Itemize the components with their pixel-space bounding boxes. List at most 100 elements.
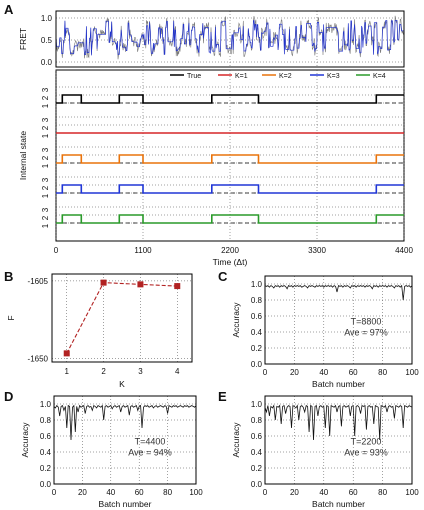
x-tick-label: 0 <box>263 488 268 497</box>
axes-frame <box>55 10 405 68</box>
y-tick-label: 0.4 <box>251 328 263 337</box>
x-tick-label: 20 <box>290 368 299 377</box>
annotation-temperature: T=4400 <box>135 436 166 446</box>
y-tick-label: 1.0 <box>251 400 263 409</box>
b-x-tick-label: 3 <box>138 367 143 376</box>
state-path-0 <box>56 94 404 104</box>
x-tick-label: 80 <box>378 368 387 377</box>
fret-y-axis-label: FRET <box>18 28 28 50</box>
x-tick-label: 60 <box>349 488 358 497</box>
chart-panel-a: 0.0 0.5 1.0 FRET True K=1 K=2 K=3 K=4 1 2 3 1 2 3 1 2 3 1 2… <box>18 10 413 267</box>
y-tick-label: 1.0 <box>251 280 263 289</box>
y-tick-label: 0.0 <box>251 480 263 489</box>
a-x-tick-label: 2200 <box>221 246 239 255</box>
a-x-tick-label: 4400 <box>395 246 413 255</box>
legend-entry: K=2 <box>279 73 292 80</box>
state-tick-label: 2 <box>41 95 50 100</box>
legend-entry: K=3 <box>327 73 340 80</box>
b-data-point <box>100 279 107 286</box>
x-axis-label: Batch number <box>312 499 365 509</box>
y-tick-label: 0.4 <box>40 448 52 457</box>
b-y-axis-label: F <box>6 315 16 320</box>
c-accuracy-line <box>264 284 413 301</box>
panel-label-b: B <box>4 269 13 284</box>
state-path-3 <box>56 184 404 194</box>
annotation-average: Ave = 94% <box>128 447 172 457</box>
chart-panel-e: 0 20 40 60 80 100 0.0 0.2 0.4 0.6 0.8 1.0 Batch numb… <box>231 395 419 509</box>
y-tick-label: 0.2 <box>251 464 263 473</box>
x-tick-label: 100 <box>189 488 203 497</box>
b-x-axis-label: K <box>119 379 125 389</box>
y-axis-label: Accuracy <box>20 422 30 458</box>
legend-entry: K=1 <box>235 73 248 80</box>
chart-panel-c: 0 20 40 60 80 100 0.0 0.2 0.4 0.6 0.8 1.0 Batch numb… <box>231 275 419 389</box>
annotation-average: Ave = 93% <box>344 447 388 457</box>
state-path-4 <box>56 214 404 224</box>
y-axis-label: Accuracy <box>231 302 241 338</box>
legend-entry: K=4 <box>373 73 386 80</box>
b-x-tick-label: 1 <box>65 367 70 376</box>
x-tick-label: 40 <box>106 488 115 497</box>
a-x-tick-label: 1100 <box>134 246 152 255</box>
a-x-tick-label: 0 <box>54 246 59 255</box>
panel-label-e: E <box>218 389 227 404</box>
x-tick-label: 0 <box>263 368 268 377</box>
b-y-tick-label: -1605 <box>28 277 49 286</box>
x-tick-label: 0 <box>52 488 57 497</box>
b-data-point <box>137 281 144 288</box>
state-tick-label: 2 <box>41 185 50 190</box>
d-accuracy-line <box>53 404 197 441</box>
annotation-temperature: T=8800 <box>351 316 382 326</box>
state-tick-label: 1 <box>41 163 50 168</box>
fret-fit-trace <box>55 20 404 56</box>
annotation-average: Ave = 97% <box>344 327 388 337</box>
state-tick-label: 1 <box>41 223 50 228</box>
y-tick-label: 0.6 <box>40 432 52 441</box>
y-tick-label: 0.8 <box>251 416 263 425</box>
state-tick-label: 3 <box>41 147 50 152</box>
chart-panel-d: 0 20 40 60 80 100 0.0 0.2 0.4 0.6 0.8 1.0 Batch numb… <box>20 395 203 509</box>
y-tick-label: 0.6 <box>251 312 263 321</box>
axes-frame <box>264 275 413 365</box>
x-tick-label: 40 <box>319 488 328 497</box>
x-tick-label: 60 <box>135 488 144 497</box>
axes-frame <box>51 273 193 363</box>
y-tick-label: 0.6 <box>251 432 263 441</box>
fret-y-tick-label: 1.0 <box>41 14 53 23</box>
fret-y-tick-label: 0.0 <box>41 58 53 67</box>
y-tick-label: 0.0 <box>251 360 263 369</box>
panel-label-c: C <box>218 269 228 284</box>
b-data-point <box>174 283 181 290</box>
panel-label-a: A <box>4 2 14 17</box>
e-accuracy-line <box>264 404 413 441</box>
legend-entry: True <box>187 73 201 80</box>
x-tick-label: 20 <box>78 488 87 497</box>
b-x-tick-label: 2 <box>101 367 106 376</box>
x-tick-label: 80 <box>378 488 387 497</box>
fret-y-tick-label: 0.5 <box>41 36 53 45</box>
annotation-temperature: T=2200 <box>351 436 382 446</box>
a-x-tick-label: 3300 <box>308 246 326 255</box>
b-series-line <box>66 282 178 354</box>
state-tick-label: 2 <box>41 155 50 160</box>
state-tick-label: 3 <box>41 87 50 92</box>
axes-frame <box>264 395 413 485</box>
b-y-tick-label: -1650 <box>28 355 49 364</box>
state-tick-label: 1 <box>41 133 50 138</box>
state-tick-label: 3 <box>41 177 50 182</box>
state-tick-label: 3 <box>41 117 50 122</box>
x-axis-label: Batch number <box>99 499 152 509</box>
y-tick-label: 0.8 <box>40 416 52 425</box>
state-tick-label: 1 <box>41 193 50 198</box>
y-tick-label: 0.2 <box>251 344 263 353</box>
x-tick-label: 100 <box>405 488 419 497</box>
state-y-axis-label: Internal state <box>18 131 28 180</box>
state-tick-label: 3 <box>41 207 50 212</box>
y-tick-label: 0.2 <box>40 464 52 473</box>
y-tick-label: 0.8 <box>251 296 263 305</box>
a-x-axis-label: Time (Δt) <box>213 257 248 267</box>
panel-label-d: D <box>4 389 13 404</box>
b-data-point <box>63 350 70 357</box>
state-path-2 <box>56 154 404 164</box>
